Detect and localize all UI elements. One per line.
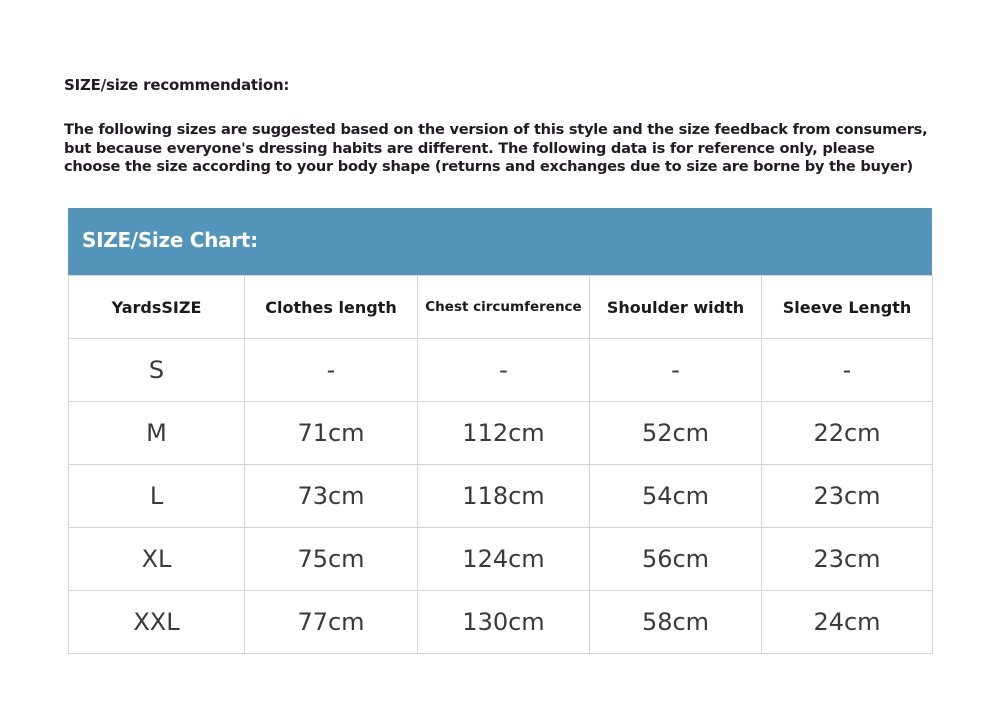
size-chart-heading: SIZE/Size Chart: bbox=[68, 208, 932, 275]
measurement-cell: 23cm bbox=[761, 464, 933, 528]
size-table: YardsSIZE Clothes length Chest circumferen… bbox=[68, 275, 933, 654]
measurement-cell: 77cm bbox=[244, 590, 418, 654]
measurement-cell: 24cm bbox=[761, 590, 933, 654]
column-header: Sleeve Length bbox=[761, 275, 933, 339]
column-header: Chest circumference bbox=[417, 275, 590, 339]
measurement-cell: 112cm bbox=[417, 401, 590, 465]
intro-line: but because everyone's dressing habits a… bbox=[64, 139, 875, 157]
measurement-cell: 75cm bbox=[244, 527, 418, 591]
column-header: Clothes length bbox=[244, 275, 418, 339]
measurement-cell: 71cm bbox=[244, 401, 418, 465]
page-title: SIZE/size recommendation: bbox=[64, 76, 290, 94]
measurement-cell: 118cm bbox=[417, 464, 590, 528]
measurement-cell: - bbox=[589, 338, 762, 402]
measurement-cell: 73cm bbox=[244, 464, 418, 528]
measurement-cell: 22cm bbox=[761, 401, 933, 465]
table-row: M 71cm 112cm 52cm 22cm bbox=[68, 401, 933, 465]
table-row: L 73cm 118cm 54cm 23cm bbox=[68, 464, 933, 528]
size-label-cell: S bbox=[68, 338, 245, 402]
table-row: XL 75cm 124cm 56cm 23cm bbox=[68, 527, 933, 591]
table-row: XXL 77cm 130cm 58cm 24cm bbox=[68, 590, 933, 654]
size-label-cell: XXL bbox=[68, 590, 245, 654]
measurement-cell: 23cm bbox=[761, 527, 933, 591]
measurement-cell: 56cm bbox=[589, 527, 762, 591]
table-header-row: YardsSIZE Clothes length Chest circumferen… bbox=[68, 275, 933, 339]
measurement-cell: - bbox=[761, 338, 933, 402]
intro-text: The following sizes are suggested based … bbox=[64, 121, 964, 177]
measurement-cell: - bbox=[417, 338, 590, 402]
column-header: Shoulder width bbox=[589, 275, 762, 339]
intro-line: The following sizes are suggested based … bbox=[64, 121, 928, 138]
size-label-cell: M bbox=[68, 401, 245, 465]
measurement-cell: 130cm bbox=[417, 590, 590, 654]
measurement-cell: 54cm bbox=[589, 464, 762, 528]
size-label-cell: XL bbox=[68, 527, 245, 591]
measurement-cell: - bbox=[244, 338, 418, 402]
intro-line: choose the size according to your body s… bbox=[64, 158, 913, 175]
table-row: S---- bbox=[68, 338, 933, 402]
measurement-cell: 58cm bbox=[589, 590, 762, 654]
measurement-cell: 124cm bbox=[417, 527, 590, 591]
size-label-cell: L bbox=[68, 464, 245, 528]
size-chart: SIZE/Size Chart: YardsSIZE Clothes length… bbox=[68, 208, 933, 654]
column-header: YardsSIZE bbox=[68, 275, 245, 339]
measurement-cell: 52cm bbox=[589, 401, 762, 465]
